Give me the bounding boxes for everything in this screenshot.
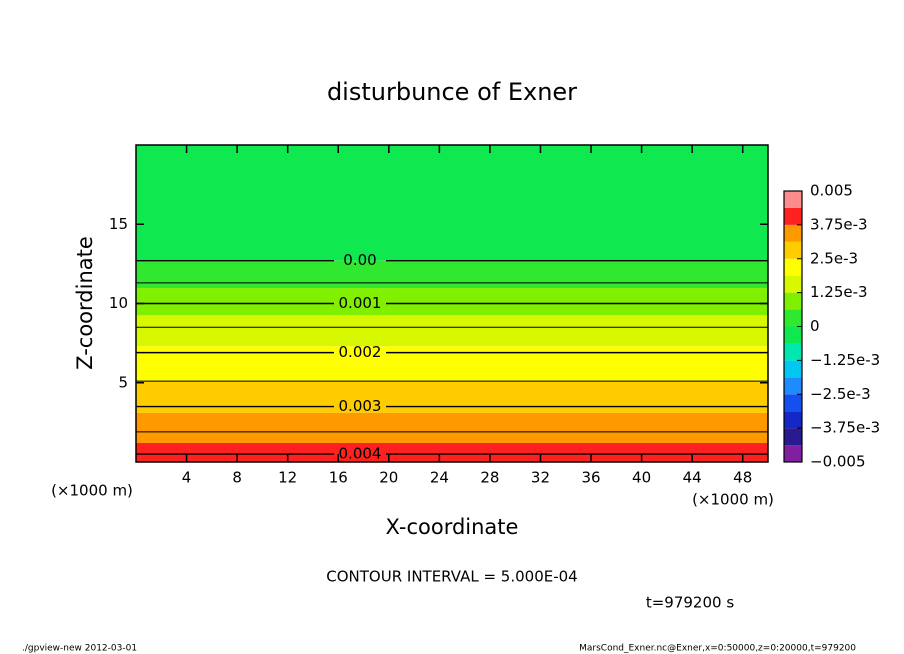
colorbar-swatch [784,207,802,225]
shade-band [136,288,768,316]
x-tick-label: 40 [632,469,651,487]
colorbar-swatch [784,411,802,429]
x-tick-label: 32 [531,469,550,487]
x-tick-label: 36 [581,469,600,487]
shade-band [136,412,768,443]
colorbar-tick-label: 0.005 [810,182,853,200]
y-tick-label: 15 [109,215,128,233]
x-tick-label: 4 [182,469,192,487]
colorbar-tick-label: 1.25e-3 [810,283,868,301]
x-tick-label: 24 [430,469,449,487]
colorbar-swatch [784,309,802,327]
chart-title: disturbunce of Exner [327,78,577,106]
shade-band [136,145,768,261]
colorbar-swatch [784,258,802,276]
colorbar-tick-label: 0 [810,317,820,335]
shade-band [136,442,768,462]
contour-interval: CONTOUR INTERVAL = 5.000E-04 [326,568,577,586]
contour-label: 0.001 [339,294,382,312]
colorbar-swatch [784,377,802,395]
shade-band [136,381,768,413]
colorbar-tick-label: 2.5e-3 [810,249,858,267]
x-tick-label: 44 [683,469,702,487]
contour-label: 0.002 [339,343,382,361]
x-tick-label: 12 [278,469,297,487]
colorbar-swatch [784,275,802,293]
colorbar-swatch [784,394,802,412]
contour-label: 0.004 [339,445,382,463]
y-tick-label: 5 [118,373,128,391]
colorbar-tick-label: −0.005 [810,453,866,471]
y-axis-title: Z-coordinate [73,236,97,370]
colorbar-tick-label: −3.75e-3 [810,419,880,437]
colorbar-swatch [784,292,802,310]
colorbar-tick-label: −2.5e-3 [810,385,871,403]
shade-band [136,346,768,382]
contour-label: 0.003 [339,397,382,415]
x-tick-label: 16 [329,469,348,487]
x-tick-label: 20 [379,469,398,487]
footer-right: MarsCond_Exner.nc@Exner,x=0:50000,z=0:20… [579,644,856,654]
time-label: t=979200 s [646,594,734,612]
colorbar-swatch [784,445,802,462]
colorbar-swatch [784,326,802,344]
colorbar-swatch [784,360,802,378]
colorbar-swatch [784,191,802,208]
colorbar-swatch [784,343,802,361]
footer-left: ./gpview-new 2012-03-01 [22,644,137,654]
colorbar-tick-label: 3.75e-3 [810,215,868,233]
y-tick-label: 10 [109,294,128,312]
shade-band [136,260,768,289]
x-tick-label: 48 [733,469,752,487]
x-tick-label: 28 [480,469,499,487]
colorbar-swatch [784,428,802,446]
colorbar-swatch [784,241,802,259]
x-axis-title: X-coordinate [386,515,519,539]
y-unit-label: (×1000 m) [51,482,133,500]
colorbar-tick-label: −1.25e-3 [810,351,880,369]
x-tick-label: 8 [232,469,242,487]
x-unit-label: (×1000 m) [692,491,774,509]
contour-label: 0.00 [343,251,376,269]
shade-band [136,315,768,347]
colorbar-swatch [784,224,802,242]
